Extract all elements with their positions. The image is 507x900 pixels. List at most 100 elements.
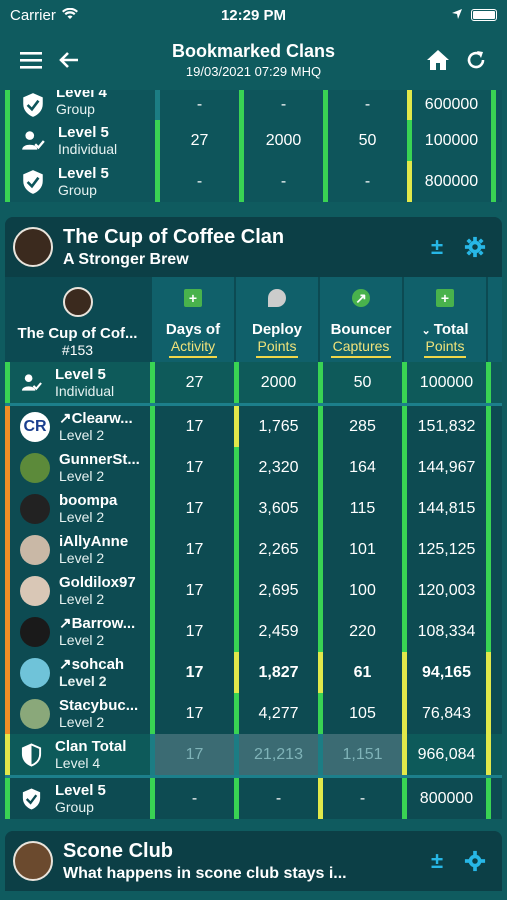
member-level: Level 2 (59, 672, 107, 689)
settings-button[interactable] (456, 228, 494, 266)
member-row[interactable]: iAllyAnne Level 2 17 2,265 101 125,125 (5, 529, 502, 570)
column-subtitle: Points (255, 338, 299, 358)
value-total: 94,165 (402, 652, 486, 693)
settings-button[interactable] (456, 842, 494, 880)
row-title: Level 4 (56, 90, 107, 101)
shield-check-icon (23, 169, 43, 194)
person-check-icon (21, 373, 42, 391)
scroll-content[interactable]: Level 4 Group - - - 600000 Level 5 Individ… (0, 90, 507, 900)
value-total: 100000 (402, 362, 486, 403)
value-bouncer: 1,151 (318, 734, 402, 775)
clan-card: The Cup of Coffee Clan A Stronger Brew ±… (5, 217, 502, 819)
value-deploy: 2000 (239, 120, 323, 161)
value-bouncer: 105 (318, 693, 402, 734)
home-button[interactable] (419, 41, 457, 79)
value-deploy: 2,459 (234, 611, 318, 652)
column-bouncer-captures[interactable]: ↗ Bouncer Captures (318, 277, 402, 362)
value-bouncer: 50 (323, 120, 407, 161)
value-days: 27 (150, 362, 234, 403)
column-title: Deploy (251, 321, 302, 338)
capture-icon: ↗ (352, 289, 370, 307)
arrow-left-icon (59, 52, 78, 68)
clan-card: Scone Club What happens in scone club st… (5, 831, 502, 891)
member-row[interactable]: Stacybuc... Level 2 17 4,277 105 76,843 (5, 693, 502, 734)
value-total: 100000 (407, 120, 491, 161)
column-subtitle: Points (423, 338, 467, 358)
avatar (20, 698, 50, 729)
member-level: Level 2 (59, 631, 105, 648)
value-days: 17 (150, 488, 234, 529)
member-name: ↗Clearw... (59, 409, 133, 427)
value-bouncer: 50 (318, 362, 402, 403)
member-row[interactable]: ↗sohcah Level 2 17 1,827 61 94,165 (5, 652, 502, 693)
page-subtitle: 19/03/2021 07:29 MHQ (185, 64, 322, 79)
plus-minus-icon: ± (430, 848, 444, 873)
column-title: Total (433, 321, 469, 338)
row-title: Level 5 (55, 781, 106, 799)
value-bouncer: - (323, 90, 407, 120)
status-bar: Carrier 12:29 PM (0, 0, 507, 30)
value-deploy: 2,265 (234, 529, 318, 570)
page-title: Bookmarked Clans (171, 41, 336, 61)
member-level: Level 2 (59, 590, 105, 607)
nav-header: Bookmarked Clans 19/03/2021 07:29 MHQ (0, 30, 507, 90)
value-total: 108,334 (402, 611, 486, 652)
member-row[interactable]: GunnerSt... Level 2 17 2,320 164 144,967 (5, 447, 502, 488)
member-level: Level 2 (59, 426, 105, 443)
value-total: 966,084 (402, 734, 486, 775)
row-sub: Group (58, 181, 97, 198)
value-bouncer: 101 (318, 529, 402, 570)
value-deploy: - (234, 778, 318, 819)
member-row[interactable]: Goldilox97 Level 2 17 2,695 100 120,003 (5, 570, 502, 611)
clan-logo[interactable] (13, 841, 53, 881)
column-days-activity[interactable]: + Days of Activity (150, 277, 234, 362)
carrier-label: Carrier (10, 6, 56, 24)
row-title: Clan Total (55, 737, 127, 755)
plus-minus-button[interactable]: ± (418, 228, 456, 266)
value-days: 17 (150, 734, 234, 775)
value-bouncer: 164 (318, 447, 402, 488)
plus-minus-button[interactable]: ± (418, 842, 456, 880)
menu-button[interactable] (12, 41, 50, 79)
member-name: GunnerSt... (59, 450, 140, 468)
value-days: 17 (150, 529, 234, 570)
value-deploy: 21,213 (234, 734, 318, 775)
value-days: - (150, 778, 234, 819)
value-total: 76,843 (402, 693, 486, 734)
member-level: Level 2 (59, 508, 105, 525)
column-total-points[interactable]: + ⌄ Total Points (402, 277, 486, 362)
member-name: Stacybuc... (59, 696, 139, 714)
value-deploy: 1,827 (234, 652, 318, 693)
row-title: Level 5 (58, 164, 109, 182)
value-total: 800000 (407, 161, 491, 202)
value-deploy: 2,695 (234, 570, 318, 611)
value-days: 27 (155, 120, 239, 161)
value-bouncer: - (323, 161, 407, 202)
avatar (20, 493, 50, 524)
member-level: Level 2 (59, 467, 105, 484)
row-sub: Group (55, 798, 94, 815)
avatar (20, 452, 50, 483)
column-deploy-points[interactable]: Deploy Points (234, 277, 318, 362)
member-level: Level 2 (59, 713, 105, 730)
clan-tagline: What happens in scone club stays i... (63, 864, 347, 882)
refresh-icon (467, 51, 485, 69)
member-row[interactable]: CR ↗Clearw... Level 2 17 1,765 285 151,83… (5, 406, 502, 447)
clock: 12:29 PM (220, 6, 287, 24)
value-bouncer: 61 (318, 652, 402, 693)
member-name: ↗Barrow... (59, 614, 136, 632)
clan-logo[interactable] (13, 227, 53, 267)
member-row[interactable]: ↗Barrow... Level 2 17 2,459 220 108,334 (5, 611, 502, 652)
refresh-button[interactable] (457, 41, 495, 79)
pin-icon (268, 289, 286, 307)
value-total: 144,967 (402, 447, 486, 488)
clan-rank: #153 (61, 342, 94, 358)
plus-minus-icon: ± (430, 234, 444, 259)
member-row[interactable]: boompa Level 2 17 3,605 115 144,815 (5, 488, 502, 529)
value-days: - (155, 161, 239, 202)
back-button[interactable] (50, 41, 88, 79)
column-subtitle: Captures (330, 338, 392, 358)
location-icon (451, 7, 463, 24)
requirement-row: Level 5 Individual 27 2000 50 100000 (5, 120, 502, 161)
value-total: 600000 (407, 90, 491, 120)
